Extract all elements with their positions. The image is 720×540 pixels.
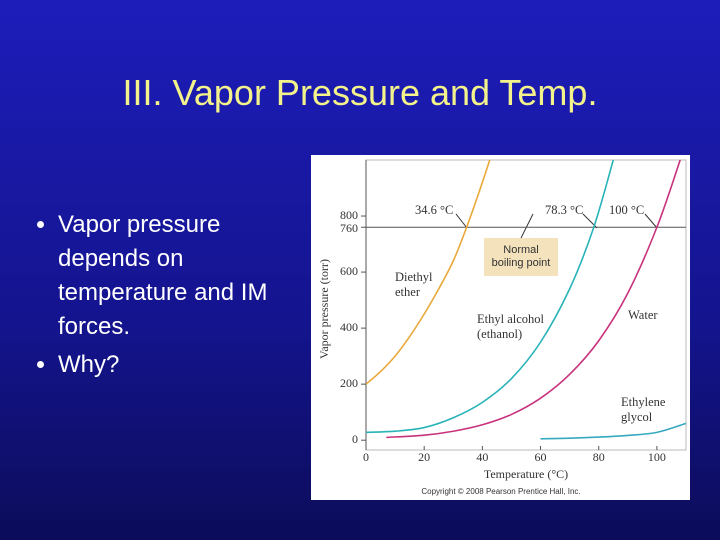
annotation: Normal boiling point [491,244,551,269]
x-tick-label: 20 [418,450,430,464]
annotation: 34.6 °C [415,203,454,217]
y-tick-label: 800 [340,208,358,222]
series-line [366,160,615,434]
bullet: Vapor pressure depends on temperature an… [58,208,278,344]
series-line [366,160,491,385]
y-tick-label: 200 [340,376,358,390]
bullet: Why? [58,348,278,382]
series-line [540,422,686,440]
x-tick-label: 0 [363,450,369,464]
annotation: 78.3 °C [545,203,584,217]
x-axis-label: Temperature (°C) [484,467,568,481]
slide-title: III. Vapor Pressure and Temp. [122,72,598,113]
series-line [386,160,681,439]
series-label: Diethyl ether [395,270,433,299]
series-label: Water [628,308,658,322]
leader-line [455,213,468,229]
leader-line [644,213,658,229]
series-label: Ethyl alcohol (ethanol) [477,312,544,341]
series-label: Ethylene glycol [621,395,666,424]
chart-background [311,155,690,500]
x-tick-label: 100 [648,450,666,464]
y-tick-label: 600 [340,264,358,278]
x-tick-label: 80 [593,450,605,464]
bullet-list: Vapor pressure depends on temperature an… [20,208,278,386]
y-tick-label: 760 [340,221,358,235]
y-axis-label: Vapor pressure (torr) [317,259,331,359]
y-tick-label: 0 [352,432,358,446]
plot-lines [366,160,686,440]
annotation-box [484,238,558,276]
x-tick-label: 60 [535,450,547,464]
chart: Vapor pressure (torr) Temperature (°C) C… [311,155,690,500]
y-tick-label: 400 [340,320,358,334]
credit: Copyright © 2008 Pearson Prentice Hall, … [421,487,580,496]
leader-line [520,213,534,239]
x-tick-label: 40 [476,450,488,464]
annotation: 100 °C [609,203,645,217]
